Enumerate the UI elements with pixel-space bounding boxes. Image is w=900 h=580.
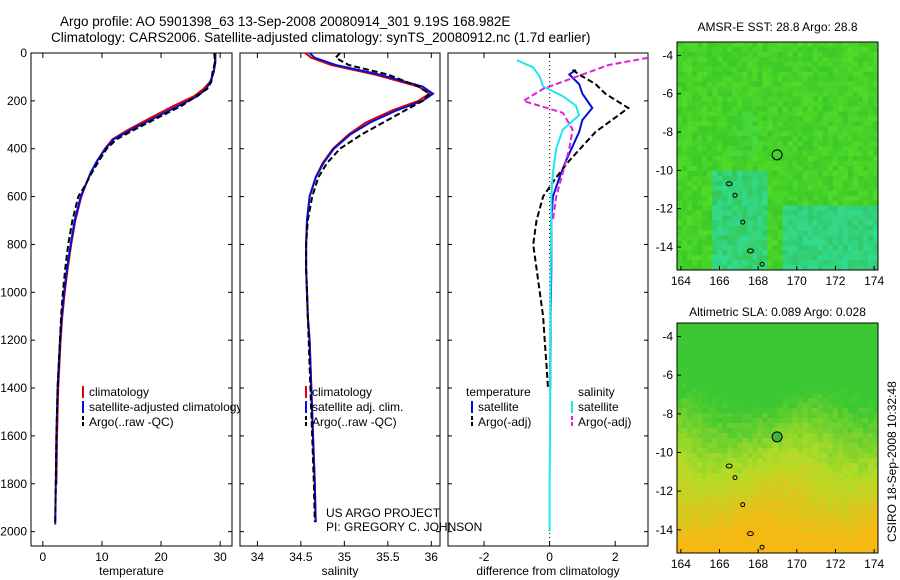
y-tick-label: -8 bbox=[662, 407, 673, 421]
x-tick-label: 166 bbox=[710, 557, 730, 571]
island-outline bbox=[725, 463, 733, 469]
y-tick-label: -4 bbox=[662, 330, 673, 344]
x-axis-label: salinity bbox=[322, 564, 359, 578]
map-frame bbox=[676, 41, 879, 271]
y-tick-label: 1600 bbox=[0, 429, 27, 443]
x-tick-label: 2 bbox=[612, 550, 619, 564]
island-outline bbox=[732, 475, 738, 481]
island-outline bbox=[725, 181, 733, 187]
series-line-3 bbox=[520, 56, 648, 221]
x-tick-label: 34 bbox=[251, 550, 265, 564]
figure-title-line2: Climatology: CARS2006. Satellite-adjuste… bbox=[51, 30, 591, 45]
island-outline bbox=[740, 219, 746, 225]
x-tick-label: 34.5 bbox=[289, 550, 313, 564]
y-tick-label: -8 bbox=[662, 125, 673, 139]
legend-label: Argo(-adj) bbox=[578, 415, 631, 429]
island-outline bbox=[740, 502, 746, 508]
legend-label: satellite bbox=[478, 400, 519, 414]
island-outline bbox=[746, 248, 754, 254]
x-tick-label: 174 bbox=[864, 557, 884, 571]
y-tick-label: 2000 bbox=[0, 525, 27, 539]
series-line-2 bbox=[516, 59, 581, 532]
y-tick-label: -14 bbox=[656, 523, 674, 537]
legend-group-title: salinity bbox=[578, 385, 615, 399]
x-tick-label: 174 bbox=[864, 274, 884, 288]
island-outline bbox=[732, 192, 738, 198]
y-tick-label: -10 bbox=[656, 445, 674, 459]
map-title: Altimetric SLA: 0.089 Argo: 0.028 bbox=[689, 305, 866, 319]
x-tick-label: 168 bbox=[748, 557, 768, 571]
series-line-2 bbox=[54, 53, 216, 525]
y-tick-label: -6 bbox=[662, 368, 673, 382]
x-tick-label: 30 bbox=[213, 550, 227, 564]
pi-credit: PI: GREGORY C. JOHNSON bbox=[326, 520, 482, 534]
y-tick-label: -12 bbox=[656, 202, 674, 216]
y-tick-label: 1400 bbox=[0, 381, 27, 395]
x-tick-label: 35 bbox=[338, 550, 352, 564]
x-axis-label: difference from climatology bbox=[476, 564, 619, 578]
y-tick-label: 400 bbox=[7, 142, 27, 156]
x-tick-label: 36 bbox=[425, 550, 439, 564]
y-tick-label: 1000 bbox=[0, 285, 27, 299]
x-tick-label: 0 bbox=[39, 550, 46, 564]
x-tick-label: 172 bbox=[825, 557, 845, 571]
y-tick-label: -10 bbox=[656, 163, 674, 177]
y-tick-label: 1200 bbox=[0, 333, 27, 347]
x-tick-label: 166 bbox=[710, 274, 730, 288]
map-frame bbox=[676, 322, 879, 554]
y-tick-label: -6 bbox=[662, 87, 673, 101]
x-tick-label: 35.5 bbox=[376, 550, 400, 564]
legend-group-title: temperature bbox=[466, 385, 531, 399]
salinity-profile-panel: 34 34.5 35 35.5 36 salinity climatologysatelli… bbox=[239, 52, 441, 578]
y-tick-label: 600 bbox=[7, 190, 27, 204]
y-tick-label: -12 bbox=[656, 484, 674, 498]
x-tick-label: 170 bbox=[787, 557, 807, 571]
y-tick-label: -4 bbox=[662, 48, 673, 62]
y-tick-label: 0 bbox=[20, 46, 27, 60]
x-tick-label: 172 bbox=[825, 274, 845, 288]
island-outline bbox=[746, 531, 754, 537]
x-tick-label: 168 bbox=[748, 274, 768, 288]
figure-title-line1: Argo profile: AO 5901398_63 13-Sep-2008 … bbox=[60, 14, 510, 29]
argo-position-marker bbox=[771, 149, 783, 161]
legend-label: climatology bbox=[89, 385, 149, 399]
map-title: AMSR-E SST: 28.8 Argo: 28.8 bbox=[697, 20, 857, 34]
island-outline bbox=[759, 261, 765, 267]
x-tick-label: 170 bbox=[787, 274, 807, 288]
x-tick-label: 20 bbox=[154, 550, 168, 564]
sst-map-panel: AMSR-E SST: 28.8 Argo: 28.8 164 166 168 170 1… bbox=[656, 20, 885, 288]
timestamp-stamp: CSIRO 18-Sep-2008 10:32:48 bbox=[885, 381, 899, 542]
y-tick-label: 1800 bbox=[0, 477, 27, 491]
x-tick-label: 10 bbox=[95, 550, 109, 564]
temperature-profile-panel: 0 10 20 30 temperature 0 200 400 600 800 1000 1200 1… bbox=[0, 46, 242, 578]
x-axis-label: temperature bbox=[99, 564, 164, 578]
legend-label: climatology bbox=[312, 385, 372, 399]
legend-label: satellite-adjusted climatology bbox=[89, 400, 242, 414]
x-tick-label: 164 bbox=[671, 274, 691, 288]
project-credit: US ARGO PROJECT bbox=[326, 506, 441, 520]
sla-map-panel: Altimetric SLA: 0.089 Argo: 0.028 164 166 1… bbox=[656, 305, 885, 571]
island-outline bbox=[759, 544, 765, 550]
argo-position-marker bbox=[771, 431, 783, 443]
x-tick-label: -2 bbox=[479, 550, 490, 564]
legend-label: satellite bbox=[578, 400, 619, 414]
map-field bbox=[677, 42, 879, 271]
legend-label: Argo(..raw -QC) bbox=[89, 415, 174, 429]
y-tick-label: -14 bbox=[656, 240, 674, 254]
x-tick-label: 164 bbox=[671, 557, 691, 571]
x-tick-label: 0 bbox=[546, 550, 553, 564]
plot-frame bbox=[239, 52, 441, 547]
legend-label: Argo(-adj) bbox=[478, 415, 531, 429]
legend-label: satellite adj. clim. bbox=[312, 400, 403, 414]
series-line-1 bbox=[532, 68, 631, 389]
legend-label: Argo(..raw -QC) bbox=[312, 415, 397, 429]
y-tick-label: 800 bbox=[7, 237, 27, 251]
y-tick-label: 200 bbox=[7, 94, 27, 108]
plot-frame bbox=[447, 52, 649, 547]
